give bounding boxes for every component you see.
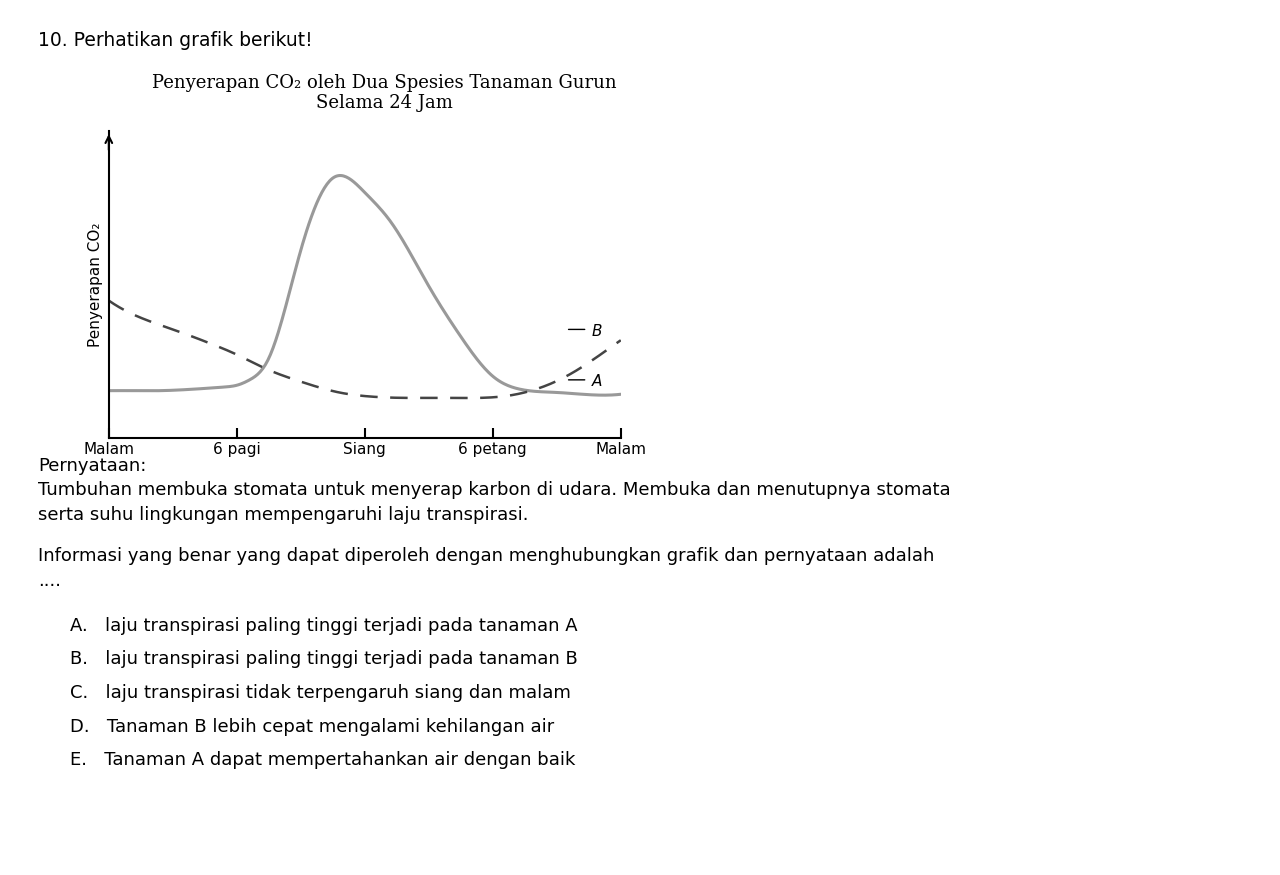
Text: A: A — [591, 374, 602, 389]
Text: Informasi yang benar yang dapat diperoleh dengan menghubungkan grafik dan pernya: Informasi yang benar yang dapat diperole… — [38, 547, 934, 590]
Text: E.   Tanaman A dapat mempertahankan air dengan baik: E. Tanaman A dapat mempertahankan air de… — [70, 751, 576, 769]
Text: Pernyataan:: Pernyataan: — [38, 457, 147, 475]
Text: Selama 24 Jam: Selama 24 Jam — [316, 94, 452, 112]
Text: D.   Tanaman B lebih cepat mengalami kehilangan air: D. Tanaman B lebih cepat mengalami kehil… — [70, 718, 554, 736]
Text: B: B — [591, 324, 602, 339]
Text: C.   laju transpirasi tidak terpengaruh siang dan malam: C. laju transpirasi tidak terpengaruh si… — [70, 684, 571, 703]
Y-axis label: Penyerapan CO₂: Penyerapan CO₂ — [88, 222, 104, 346]
Text: 10. Perhatikan grafik berikut!: 10. Perhatikan grafik berikut! — [38, 31, 314, 50]
Text: Penyerapan CO₂ oleh Dua Spesies Tanaman Gurun: Penyerapan CO₂ oleh Dua Spesies Tanaman … — [152, 74, 616, 93]
Text: Tumbuhan membuka stomata untuk menyerap karbon di udara. Membuka dan menutupnya : Tumbuhan membuka stomata untuk menyerap … — [38, 481, 951, 524]
Text: A.   laju transpirasi paling tinggi terjadi pada tanaman A: A. laju transpirasi paling tinggi terjad… — [70, 617, 579, 635]
Text: B.   laju transpirasi paling tinggi terjadi pada tanaman B: B. laju transpirasi paling tinggi terjad… — [70, 650, 579, 668]
